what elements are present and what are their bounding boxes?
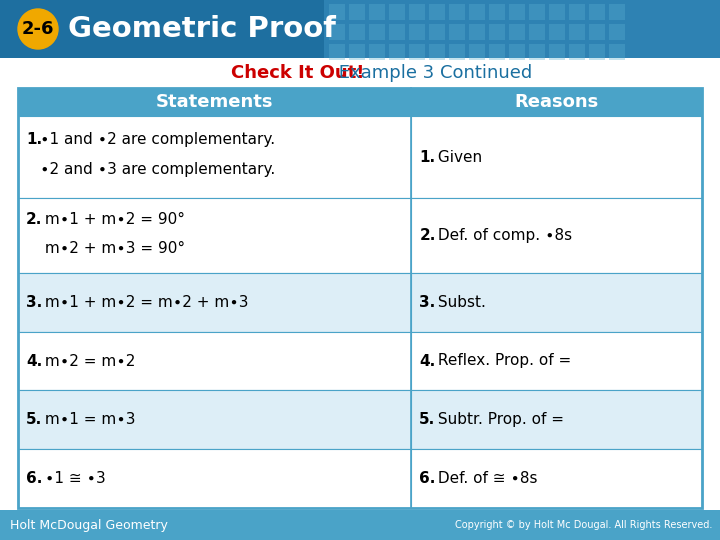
Bar — [411, 88, 702, 116]
Text: m∙1 = m∙3: m∙1 = m∙3 — [40, 413, 135, 427]
Bar — [349, 24, 365, 40]
Bar — [369, 44, 385, 60]
Bar — [609, 24, 625, 40]
Bar — [529, 24, 545, 40]
Bar — [411, 198, 702, 273]
Bar — [529, 44, 545, 60]
Bar — [18, 116, 411, 198]
Bar — [411, 390, 702, 449]
Bar — [411, 273, 702, 332]
Bar — [469, 4, 485, 20]
Text: Subst.: Subst. — [433, 295, 486, 310]
Text: 1.: 1. — [419, 150, 436, 165]
Bar — [18, 390, 411, 449]
Bar — [609, 4, 625, 20]
Bar — [349, 44, 365, 60]
Bar — [411, 449, 702, 508]
Text: Check It Out!: Check It Out! — [231, 64, 364, 82]
Bar — [349, 4, 365, 20]
Bar — [0, 0, 720, 58]
Text: 6.: 6. — [26, 471, 42, 486]
Bar — [409, 24, 425, 40]
Bar — [409, 44, 425, 60]
Text: Example 3 Continued: Example 3 Continued — [333, 64, 532, 82]
Bar — [329, 24, 345, 40]
Text: m∙1 + m∙2 = 90°: m∙1 + m∙2 = 90° — [40, 212, 185, 227]
Bar — [389, 4, 405, 20]
Bar — [509, 4, 525, 20]
Bar — [18, 273, 411, 332]
Bar — [18, 88, 702, 508]
Bar — [549, 24, 565, 40]
Text: 2-6: 2-6 — [22, 20, 54, 38]
Bar — [18, 449, 411, 508]
Text: m∙1 + m∙2 = m∙2 + m∙3: m∙1 + m∙2 = m∙2 + m∙3 — [40, 295, 248, 310]
Text: 1.: 1. — [26, 132, 42, 146]
Bar — [449, 44, 465, 60]
Bar — [489, 44, 505, 60]
Bar — [489, 24, 505, 40]
Text: m∙2 = m∙2: m∙2 = m∙2 — [40, 354, 135, 368]
Text: Statements: Statements — [156, 93, 274, 111]
Text: ∙1 and ∙2 are complementary.: ∙1 and ∙2 are complementary. — [40, 132, 275, 146]
Text: Check It Out! Example 3 Continued: Check It Out! Example 3 Continued — [201, 64, 519, 82]
Bar — [549, 4, 565, 20]
Bar — [509, 44, 525, 60]
Text: Def. of ≅ ∙8s: Def. of ≅ ∙8s — [433, 471, 538, 486]
Text: Given: Given — [433, 150, 482, 165]
Bar — [18, 332, 411, 390]
Bar — [589, 24, 605, 40]
Text: 5.: 5. — [26, 413, 42, 427]
Bar — [411, 116, 702, 198]
Bar — [569, 24, 585, 40]
Bar — [0, 510, 720, 540]
Bar — [529, 4, 545, 20]
Text: Def. of comp. ∙8s: Def. of comp. ∙8s — [433, 228, 572, 243]
Bar — [369, 4, 385, 20]
Bar — [469, 44, 485, 60]
Bar — [449, 24, 465, 40]
Bar — [18, 88, 411, 116]
Text: 3.: 3. — [26, 295, 42, 310]
Bar — [569, 4, 585, 20]
Bar — [429, 24, 445, 40]
Text: 5.: 5. — [419, 413, 436, 427]
Text: 2.: 2. — [26, 212, 42, 227]
Text: 3.: 3. — [419, 295, 436, 310]
Text: Subtr. Prop. of =: Subtr. Prop. of = — [433, 413, 564, 427]
Bar — [449, 4, 465, 20]
Bar — [609, 44, 625, 60]
Bar — [469, 24, 485, 40]
Bar — [509, 24, 525, 40]
Text: m∙2 + m∙3 = 90°: m∙2 + m∙3 = 90° — [40, 241, 185, 256]
Bar — [589, 4, 605, 20]
Circle shape — [18, 9, 58, 49]
Bar — [411, 332, 702, 390]
Bar — [429, 4, 445, 20]
Bar — [389, 44, 405, 60]
Text: Holt McDougal Geometry: Holt McDougal Geometry — [10, 518, 168, 531]
Text: Geometric Proof: Geometric Proof — [68, 15, 336, 43]
Bar — [18, 198, 411, 273]
Bar — [329, 44, 345, 60]
Bar — [324, 0, 720, 58]
Text: 6.: 6. — [419, 471, 436, 486]
Bar — [589, 44, 605, 60]
Bar — [329, 4, 345, 20]
Text: Reflex. Prop. of =: Reflex. Prop. of = — [433, 354, 572, 368]
Bar — [569, 44, 585, 60]
Bar — [369, 24, 385, 40]
Bar — [409, 4, 425, 20]
Bar — [429, 44, 445, 60]
Text: Copyright © by Holt Mc Dougal. All Rights Reserved.: Copyright © by Holt Mc Dougal. All Right… — [454, 520, 712, 530]
Text: Reasons: Reasons — [515, 93, 599, 111]
Text: ∙1 ≅ ∙3: ∙1 ≅ ∙3 — [40, 471, 106, 486]
Text: 2.: 2. — [419, 228, 436, 243]
Bar — [549, 44, 565, 60]
Text: 4.: 4. — [26, 354, 42, 368]
Text: ∙2 and ∙3 are complementary.: ∙2 and ∙3 are complementary. — [40, 162, 275, 177]
Bar — [489, 4, 505, 20]
Text: 4.: 4. — [419, 354, 436, 368]
Bar — [389, 24, 405, 40]
